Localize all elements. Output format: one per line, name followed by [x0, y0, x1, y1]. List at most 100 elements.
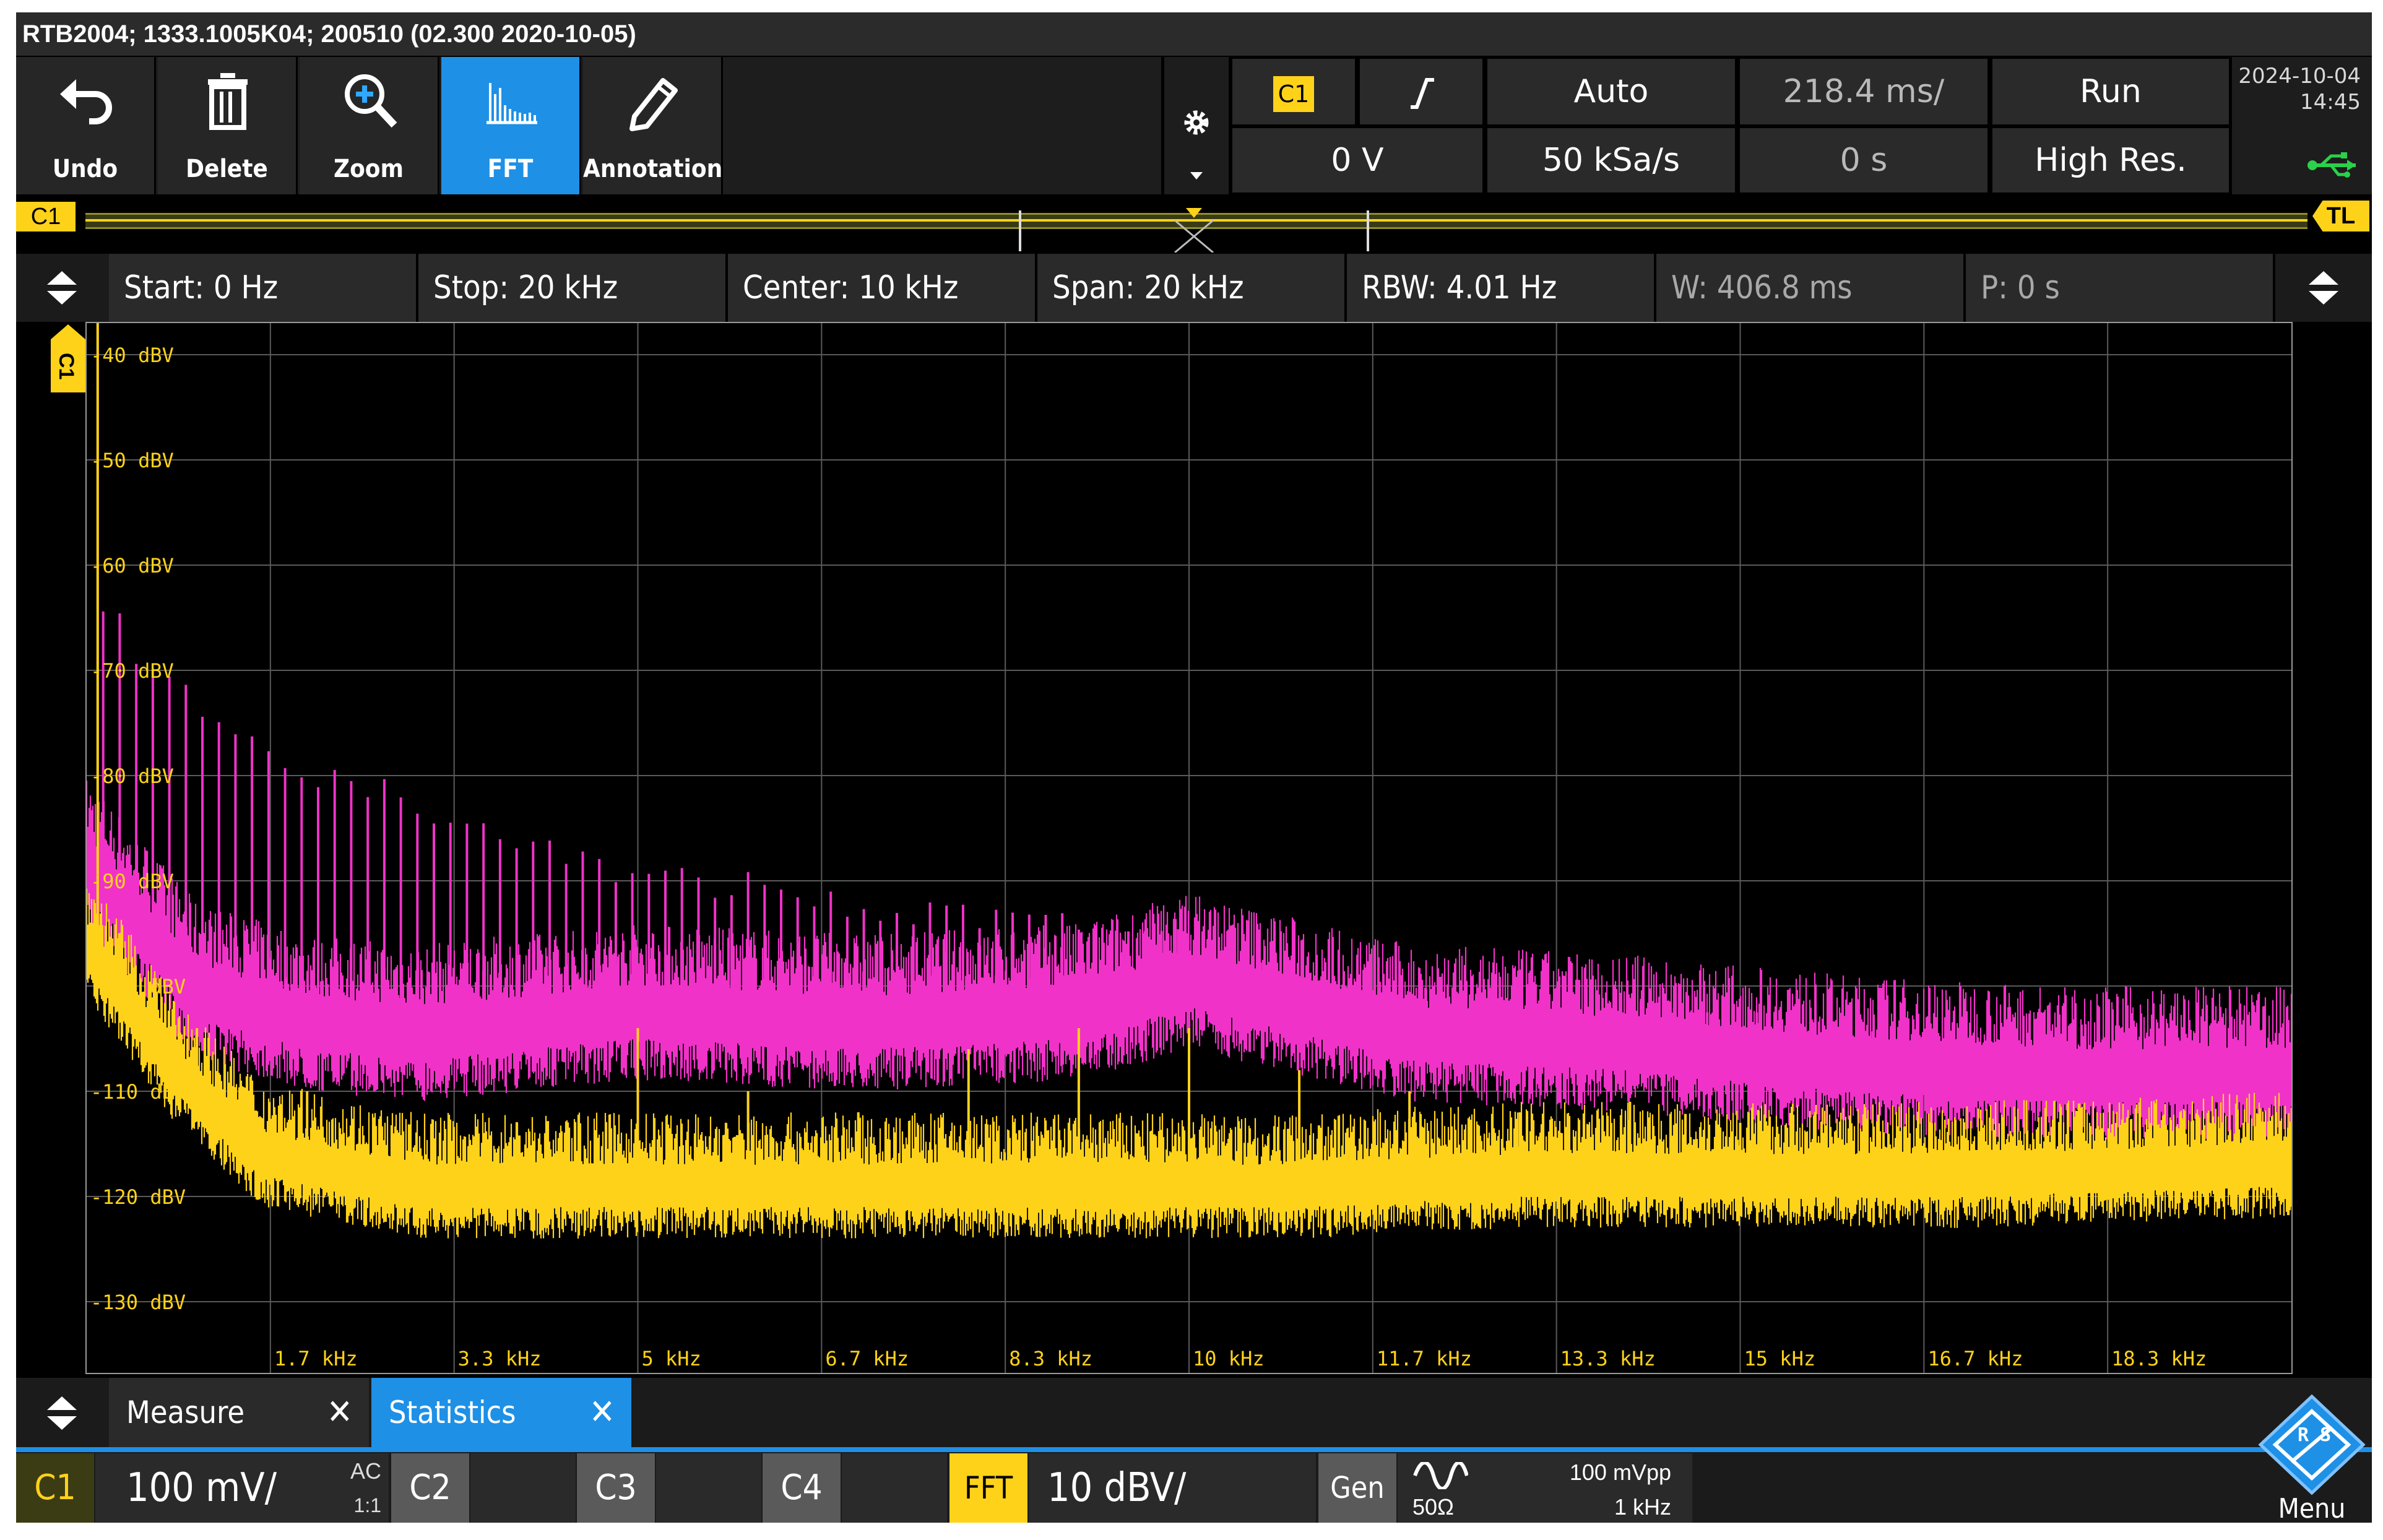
trash-icon [208, 73, 248, 130]
fft-position[interactable]: P: 0 s [1966, 254, 2275, 322]
menu-button[interactable]: R S Menu [2252, 1390, 2372, 1523]
fft-rbw[interactable]: RBW: 4.01 Hz [1347, 254, 1656, 322]
x-tick-label: 18.3 kHz [2111, 1347, 2207, 1370]
fft-center[interactable]: Center: 10 kHz [728, 254, 1037, 322]
up-down-arrows-icon [47, 1396, 77, 1430]
bottom-tab-bar: Measure ✕ Statistics ✕ [16, 1378, 2372, 1447]
time-scale[interactable]: 218.4 ms/ [1738, 57, 1989, 126]
zoom-label: Zoom [333, 155, 404, 183]
x-tick-label: 11.7 kHz [1377, 1347, 1472, 1370]
annotation-button[interactable]: Annotation [583, 57, 723, 194]
time-text: 14:45 [2300, 90, 2361, 115]
generator-amplitude: 100 mVpp [1569, 1460, 1671, 1485]
trigger-mode[interactable]: Auto [1486, 57, 1737, 126]
channel-bar: C1 100 mV/ AC 1:1 C2 C3 C4 FFT 10 dBV/ G… [16, 1452, 2372, 1523]
fft-spectrum-plot[interactable]: -40 dBV -50 dBV -60 dBV -70 dBV -80 dBV -90 d… [85, 322, 2293, 1374]
close-icon[interactable]: ✕ [589, 1392, 615, 1432]
pencil-icon [629, 78, 678, 131]
generator-settings[interactable]: 50Ω 100 mVpp 1 kHz [1398, 1453, 1692, 1523]
x-tick-label: 10 kHz [1193, 1347, 1265, 1370]
channel-offset-marker[interactable]: C1 [51, 324, 85, 392]
x-tick-label: 15 kHz [1744, 1347, 1816, 1370]
channel-c1-coupling: AC [350, 1458, 381, 1484]
axis-labels: -40 dBV -50 dBV -60 dBV -70 dBV -80 dBV -90 d… [90, 344, 2207, 1370]
x-tick-label: 6.7 kHz [825, 1347, 909, 1370]
fft-span[interactable]: Span: 20 kHz [1037, 254, 1347, 322]
generator-impedance: 50Ω [1412, 1494, 1454, 1520]
toolbar: Undo Delete Zoom FFT Annotation [16, 57, 1161, 194]
tab-measure[interactable]: Measure ✕ [109, 1378, 369, 1447]
y-tick-label: -60 dBV [90, 554, 174, 578]
overview-window-right [1367, 210, 1369, 251]
trigger-source-badge: C1 [1273, 76, 1314, 112]
tab-bar-scroll[interactable] [16, 1378, 109, 1447]
fft-window-length[interactable]: W: 406.8 ms [1656, 254, 1966, 322]
overview-strip[interactable]: C1 TL [16, 196, 2372, 253]
tab-accent-line [16, 1447, 2372, 1452]
channel-c3-settings[interactable] [656, 1453, 761, 1523]
fft-icon [487, 83, 537, 124]
x-tick-label: 5 kHz [642, 1347, 701, 1370]
usb-icon [2307, 152, 2356, 178]
channel-c1-button[interactable]: C1 [16, 1453, 94, 1523]
y-tick-label: -130 dBV [90, 1291, 186, 1314]
channel-c1-scale: 100 mV/ [126, 1465, 277, 1511]
settings-button[interactable] [1164, 57, 1229, 194]
y-tick-label: -120 dBV [90, 1185, 186, 1209]
y-tick-label: -110 dBV [90, 1080, 186, 1104]
trigger-level-tag: TL [2312, 201, 2369, 231]
close-icon[interactable]: ✕ [326, 1392, 353, 1432]
gear-icon [1184, 110, 1209, 135]
fft-channel-button[interactable]: FFT [949, 1453, 1027, 1523]
fft-bar-scroll-right[interactable] [2275, 254, 2372, 322]
title-bar: RTB2004; 1333.1005K04; 200510 (02.300 20… [16, 12, 2372, 56]
trigger-level[interactable]: 0 V [1230, 126, 1484, 194]
annotation-label: Annotation [583, 155, 723, 183]
rs-logo-text: R S [2298, 1424, 2331, 1446]
zoom-icon [345, 74, 397, 128]
trigger-slope[interactable] [1358, 57, 1484, 126]
channel-offset-marker-label: C1 [54, 353, 78, 380]
horizontal-position[interactable]: 0 s [1738, 126, 1989, 194]
channel-c4-settings[interactable] [842, 1453, 947, 1523]
acquisition-mode[interactable]: High Res. [1991, 126, 2231, 194]
fft-start[interactable]: Start: 0 Hz [109, 254, 418, 322]
overview-trace [85, 219, 2307, 222]
fft-bar-scroll-left[interactable] [16, 254, 109, 322]
tab-measure-label: Measure [126, 1395, 245, 1430]
undo-label: Undo [52, 155, 118, 183]
channel-c4-button[interactable]: C4 [763, 1453, 841, 1523]
fft-channel-settings[interactable]: 10 dBV/ [1029, 1453, 1316, 1523]
y-tick-label: -100 dBV [90, 975, 186, 998]
fft-button[interactable]: FFT [441, 57, 581, 194]
channel-c1-settings[interactable]: 100 mV/ AC 1:1 [95, 1453, 389, 1523]
channel-c2-settings[interactable] [470, 1453, 576, 1523]
fft-trace-yellow-noise [85, 888, 2293, 1239]
zoom-button[interactable]: Zoom [300, 57, 439, 194]
rs-logo-icon: R S [2258, 1394, 2366, 1495]
undo-button[interactable]: Undo [16, 57, 156, 194]
y-tick-label: -40 dBV [90, 344, 174, 367]
oscilloscope-screen: RTB2004; 1333.1005K04; 200510 (02.300 20… [16, 12, 2372, 1523]
channel-c3-button[interactable]: C3 [577, 1453, 655, 1523]
run-state[interactable]: Run [1991, 57, 2231, 126]
tab-statistics[interactable]: Statistics ✕ [371, 1378, 631, 1447]
generator-button[interactable]: Gen [1318, 1453, 1396, 1523]
date-time: 2024-10-04 14:45 [2232, 57, 2372, 194]
trigger-position-marker[interactable] [1172, 208, 1216, 253]
fft-stop[interactable]: Stop: 20 kHz [418, 254, 728, 322]
sample-rate[interactable]: 50 kSa/s [1486, 126, 1737, 194]
chevron-down-icon [1190, 172, 1203, 180]
x-tick-label: 16.7 kHz [1927, 1347, 2023, 1370]
x-tick-label: 13.3 kHz [1560, 1347, 1656, 1370]
delete-button[interactable]: Delete [158, 57, 298, 194]
channel-c2-button[interactable]: C2 [391, 1453, 469, 1523]
fft-scale: 10 dBV/ [1047, 1465, 1187, 1511]
sine-wave-icon [1413, 1462, 1468, 1489]
fft-settings-bar: Start: 0 Hz Stop: 20 kHz Center: 10 kHz … [16, 254, 2372, 322]
fft-trace-magenta-peaks [102, 611, 2288, 1094]
generator-frequency: 1 kHz [1614, 1494, 1671, 1520]
trigger-source[interactable]: C1 [1230, 57, 1357, 126]
fft-trace-yellow-peaks [96, 323, 1962, 1175]
up-down-arrows-icon [47, 271, 77, 305]
